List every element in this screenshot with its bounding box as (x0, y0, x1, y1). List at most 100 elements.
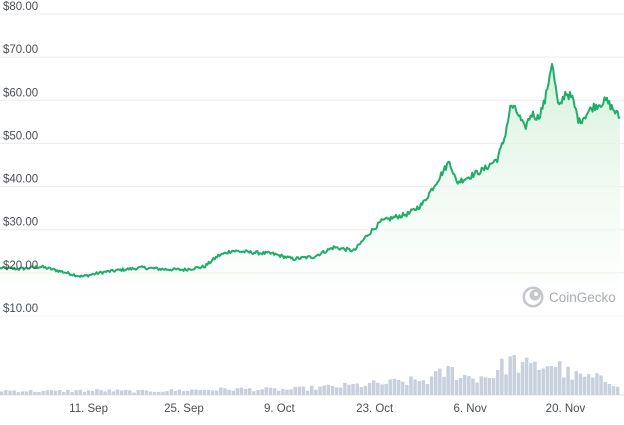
volume-bar (78, 389, 82, 395)
volume-bar (285, 389, 289, 395)
volume-bar (45, 390, 49, 395)
volume-bar (376, 382, 380, 395)
volume-bar (326, 384, 330, 395)
price-line (0, 63, 621, 278)
volume-bar (297, 386, 302, 395)
volume-bar (0, 391, 4, 395)
volume-bar (161, 391, 165, 395)
volume-bar (305, 390, 310, 395)
volume-bar (429, 376, 434, 395)
volume-bar (177, 389, 182, 395)
volume-bar (372, 380, 376, 395)
volume-bar (136, 390, 140, 395)
volume-bar (243, 389, 248, 395)
volume-bar (520, 362, 525, 395)
x-axis-labels: 11. Sep 25. Sep 9. Oct 23. Oct 6. Nov 20. Nov (69, 403, 585, 415)
volume-bar (107, 389, 111, 395)
volume-bar (281, 389, 285, 395)
volume-bar (16, 392, 20, 395)
volume-bar (20, 391, 25, 395)
volume-bar (607, 384, 612, 395)
volume-bar (128, 390, 132, 395)
volume-bar (301, 386, 306, 395)
volume-bar (37, 392, 41, 395)
volume-bar (363, 385, 368, 395)
volume-bar (562, 377, 566, 395)
volume-bar (194, 389, 198, 395)
volume-bar (611, 386, 616, 395)
volume-bar (591, 377, 595, 395)
y-axis-labels: $10.00 $20.00 $30.00 $40.00 $50.00 $60.00 $70.… (3, 1, 38, 315)
volume-bar (512, 355, 516, 395)
volume-bar (314, 389, 318, 395)
volume-bar (615, 386, 620, 395)
volume-bar (516, 372, 521, 395)
volume-bar (558, 361, 562, 395)
volume-bar (293, 386, 297, 395)
volume-bar (603, 381, 607, 395)
volume-bar (586, 374, 591, 395)
volume-bar (318, 386, 322, 395)
volume-bar (471, 378, 475, 395)
volume-bar (396, 380, 401, 395)
volume-bar (359, 387, 364, 395)
volume-bar (578, 373, 583, 395)
volume-bar (483, 377, 488, 395)
volume-bar (487, 378, 492, 395)
y-tick-label: $30.00 (3, 217, 38, 229)
volume-bar (388, 379, 392, 395)
volume-bar (256, 390, 260, 395)
volume-bar (260, 389, 264, 395)
volume-bar (599, 375, 603, 395)
volume-bar (165, 391, 169, 395)
volume-bar (272, 388, 277, 395)
volume-bar (529, 363, 533, 395)
volume-bar (310, 385, 314, 395)
volume-bar (351, 383, 355, 395)
volume-bar (504, 374, 508, 395)
volume-bar (4, 390, 8, 395)
volume-bar (537, 370, 541, 395)
volume-bar (264, 387, 268, 395)
volume-bar (99, 390, 103, 395)
volume-bar (231, 390, 235, 395)
volume-bar (24, 391, 29, 395)
volume-bar (434, 371, 438, 395)
volume-bar (181, 391, 186, 395)
x-tick-label: 25. Sep (164, 403, 204, 415)
volume-bar (574, 371, 578, 395)
volume-bar (169, 389, 173, 395)
y-tick-label: $50.00 (3, 130, 38, 142)
volume-bar (425, 384, 430, 395)
volume-bar (322, 385, 326, 395)
volume-bar (198, 390, 202, 395)
volume-bar (8, 390, 12, 395)
volume-bar (595, 373, 599, 395)
volume-bar (462, 374, 467, 395)
volume-bar (57, 390, 62, 395)
volume-bar (582, 376, 587, 395)
volume-bar (152, 391, 157, 395)
volume-bar (438, 368, 442, 395)
volume-bar (248, 388, 252, 395)
y-tick-label: $70.00 (3, 44, 38, 56)
watermark: CoinGecko (522, 286, 616, 308)
volume-bar (541, 368, 545, 395)
volume-bar (239, 387, 244, 395)
volume-bar (384, 383, 388, 395)
volume-bar (144, 390, 149, 395)
volume-bar (479, 376, 483, 395)
volume-bar (219, 387, 223, 395)
volume-bar (115, 389, 120, 395)
volume-bar (343, 382, 347, 395)
volume-bars (0, 355, 620, 395)
volume-bar (367, 382, 372, 395)
volume-bar (524, 357, 529, 395)
volume-bar (206, 390, 211, 395)
volume-bar (450, 367, 454, 395)
volume-bar (12, 390, 16, 395)
y-tick-label: $60.00 (3, 87, 38, 99)
volume-bar (190, 389, 194, 395)
volume-bar (140, 389, 144, 395)
